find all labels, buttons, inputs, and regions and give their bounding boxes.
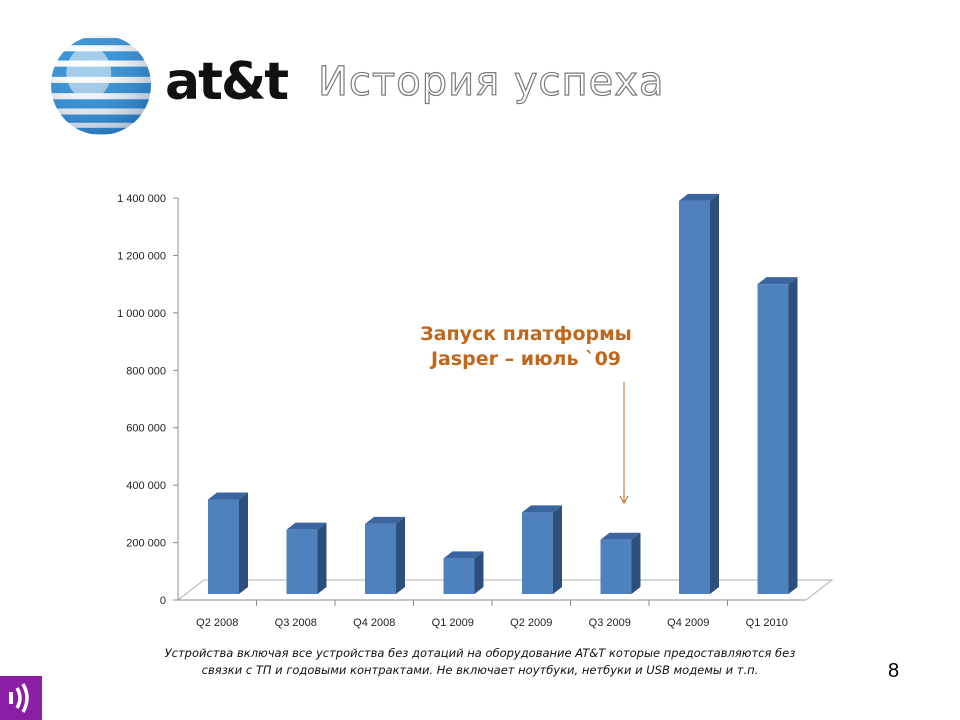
- bar-side: [788, 277, 798, 594]
- y-tick-label: 1 400 000: [117, 193, 166, 205]
- bar-front: [443, 558, 475, 594]
- bar-front: [757, 284, 789, 594]
- bar-side: [396, 516, 405, 594]
- bar-top: [365, 516, 405, 524]
- chart-bars: [208, 193, 798, 594]
- bar: [600, 532, 641, 594]
- bar-side: [239, 492, 248, 594]
- bar: [365, 516, 405, 594]
- bar-front: [600, 539, 632, 594]
- footnote: Устройства включая все устройства без до…: [100, 645, 860, 679]
- x-tick-label: Q1 2009: [432, 617, 474, 629]
- y-tick-label: 1 000 000: [117, 308, 166, 320]
- bar-front: [522, 512, 553, 594]
- bar-side: [710, 193, 719, 594]
- footnote-line-1: Устройства включая все устройства без до…: [164, 646, 796, 660]
- y-tick-label: 400 000: [126, 480, 166, 492]
- bar-front: [679, 200, 710, 594]
- bar: [522, 505, 562, 594]
- page-number: 8: [888, 660, 900, 682]
- y-tick-label: 1 200 000: [117, 250, 166, 262]
- y-tick-label: 800 000: [126, 365, 166, 377]
- annotation-arrow: [619, 382, 629, 505]
- bar-side: [317, 522, 327, 594]
- y-axis: [173, 197, 179, 601]
- bar: [443, 551, 484, 594]
- annotation-line-1: Запуск платформы: [420, 323, 632, 345]
- page-title: История успеха: [317, 58, 665, 105]
- bar-top: [208, 492, 248, 500]
- wireless-signal-icon: [0, 676, 42, 720]
- bar-front: [208, 499, 239, 594]
- x-tick-label: Q4 2009: [667, 617, 709, 629]
- x-tick-label: Q3 2008: [275, 617, 317, 629]
- bar-top: [600, 532, 641, 540]
- x-tick-label: Q1 2010: [746, 617, 788, 629]
- bar-top: [757, 277, 798, 285]
- bar-side: [631, 532, 641, 594]
- bar-top: [522, 505, 562, 513]
- bar: [286, 522, 327, 594]
- bar-top: [679, 193, 719, 201]
- x-axis-labels: Q2 2008 Q3 2008 Q4 2008 Q1 2009 Q2 2009 Q3 20…: [178, 599, 806, 629]
- annotation-line-2: Jasper – июль `09: [429, 348, 621, 370]
- y-tick-label: 0: [160, 595, 166, 607]
- att-globe-logo-icon: [51, 35, 151, 135]
- att-logo-text: at&t: [165, 52, 289, 112]
- bar: [208, 492, 248, 594]
- bar-front: [365, 523, 396, 594]
- x-tick-label: Q2 2008: [196, 617, 238, 629]
- bar-side: [474, 551, 484, 594]
- x-tick-label: Q3 2009: [589, 617, 631, 629]
- x-tick-label: Q2 2009: [510, 617, 552, 629]
- x-tick-label: Q4 2008: [353, 617, 395, 629]
- footnote-line-2: связки с ТП и годовыми контрактами. Не в…: [201, 663, 759, 677]
- bar-side: [553, 505, 562, 594]
- chart-floor: [176, 579, 834, 601]
- bar-top: [286, 522, 327, 530]
- bar: [757, 277, 798, 594]
- chart-floor-plane: [176, 579, 834, 601]
- y-tick-label: 200 000: [126, 538, 166, 550]
- bar: [679, 193, 719, 594]
- bar-front: [286, 529, 318, 594]
- y-tick-label: 600 000: [126, 423, 166, 435]
- y-axis-labels: 0 200 000 400 000 600 000 800 000 1 000 000 1 …: [117, 193, 166, 607]
- bar-top: [443, 551, 484, 559]
